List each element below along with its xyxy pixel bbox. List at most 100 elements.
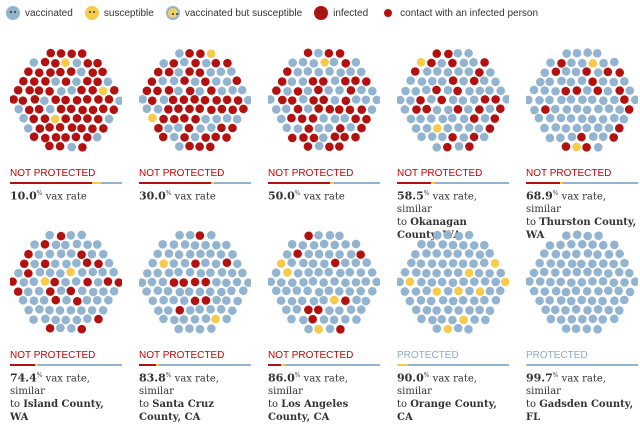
vaccinated-dot <box>561 124 571 133</box>
vaccinated-dot <box>304 268 313 277</box>
infected-dot <box>185 141 194 151</box>
rate-suffix: vax rate <box>171 191 216 203</box>
vaccinated-dot <box>50 259 60 269</box>
panel: NOT PROTECTED 50.0% vax rate <box>268 38 380 203</box>
panel: PROTECTED 90.0% vax rate, similar to Orang… <box>397 220 509 424</box>
infected-dot <box>93 58 102 68</box>
vaccinated-dot <box>104 295 113 305</box>
population-cluster <box>397 48 509 152</box>
rate-suffix: vax rate, similar <box>268 373 348 398</box>
similar-prefix: to <box>526 217 540 229</box>
rate-suffix: vax rate, similar <box>526 373 606 398</box>
vaccinated-dot <box>469 95 479 105</box>
infected-dot <box>287 133 297 143</box>
population-cluster <box>526 48 638 152</box>
vaccinated-dot <box>196 124 205 133</box>
vaccinated-dot <box>228 250 237 259</box>
vaccinated-dot <box>604 104 614 113</box>
vaccinated-dot <box>453 268 463 277</box>
infected-dot <box>346 86 356 95</box>
infected-dot <box>201 133 211 142</box>
vaccinated-dot <box>551 86 560 96</box>
vaccinated-dot <box>572 230 582 239</box>
infected-dot <box>357 123 366 133</box>
vaccinated-dot <box>179 296 189 306</box>
vaccinated-dot <box>174 86 183 96</box>
vaccinated-dot <box>576 259 586 269</box>
infected-dot <box>103 277 113 286</box>
vaccinated-dot <box>334 286 344 296</box>
vaccinated-dot <box>271 105 281 114</box>
infected-dot <box>351 132 360 142</box>
infected-dot <box>319 95 328 105</box>
vaccinated-dot <box>529 268 539 278</box>
vaccinated-dot <box>546 259 556 268</box>
infected-dot <box>56 104 66 114</box>
vaccinated-dot <box>207 123 216 132</box>
bar-segment <box>527 364 638 366</box>
vaccinated-dot <box>292 304 302 314</box>
infection-bar <box>397 364 509 366</box>
infected-dot <box>93 114 103 124</box>
vaccinated-dot <box>175 287 185 297</box>
vaccinated-dot <box>540 68 550 77</box>
legend-item: infected <box>314 6 368 20</box>
vaccinated-dot <box>330 240 340 250</box>
susceptible-dot <box>283 268 292 277</box>
vaccinated-dot <box>56 286 66 295</box>
county-name: Los Angeles County, CA <box>268 399 349 424</box>
vaccinated-dot <box>99 287 108 296</box>
vaccinated-dot <box>361 296 371 306</box>
vaccinated-dot <box>448 95 458 105</box>
infected-dot <box>448 76 458 85</box>
vaccinated-dot <box>422 85 431 95</box>
population-cluster <box>139 49 251 152</box>
bar-segment <box>397 364 409 366</box>
vaccinated-dot <box>185 305 195 315</box>
vaccinated-dot <box>293 124 303 133</box>
vaccinated-dot <box>39 296 49 305</box>
vaccinated-dot <box>546 314 556 324</box>
infected-dot <box>490 114 500 123</box>
infected-dot <box>158 132 168 142</box>
infected-dot <box>201 77 210 86</box>
infected-dot <box>190 277 200 287</box>
vaccinated-dot <box>164 268 174 278</box>
vaccinated-dot <box>185 230 195 240</box>
infected-dot <box>51 295 61 305</box>
susceptible-dot <box>61 58 70 68</box>
vaccinated-dot <box>319 278 328 287</box>
infected-dot <box>18 96 28 105</box>
infected-dot <box>88 105 98 115</box>
vaccinated-dot <box>397 95 405 105</box>
vaccinated-dot <box>227 286 236 296</box>
vaccinated-dot <box>324 123 334 133</box>
vaccinated-dot <box>190 132 200 142</box>
vaccinated-dot <box>422 305 432 315</box>
vaccinated-dot <box>352 295 361 305</box>
vaccinated-dot <box>298 57 308 67</box>
vaccinated-dot <box>405 296 415 306</box>
vaccinated-dot <box>443 249 452 258</box>
face-icon <box>84 6 99 20</box>
vaccinated-dot <box>475 305 484 315</box>
vaccinated-dot <box>609 314 619 324</box>
vaccinated-dot <box>153 249 163 259</box>
vaccinated-dot <box>298 241 308 250</box>
vax-rate: 10.0 <box>10 189 37 203</box>
vaccinated-dot <box>139 95 147 104</box>
vaccinated-dot <box>174 123 183 132</box>
vaccinated-dot <box>346 122 355 132</box>
infected-dot <box>35 124 45 133</box>
vaccinated-dot <box>577 295 586 305</box>
vaccinated-dot <box>87 249 97 259</box>
vaccinated-dot <box>299 258 308 268</box>
infected-dot <box>13 85 23 95</box>
vaccinated-dot <box>593 123 603 132</box>
vaccinated-dot <box>610 95 619 105</box>
infected-dot <box>561 142 571 151</box>
infected-dot <box>340 132 349 142</box>
vaccinated-dot <box>453 249 462 258</box>
vaccinated-dot <box>232 114 242 124</box>
vaccinated-dot <box>443 268 453 278</box>
